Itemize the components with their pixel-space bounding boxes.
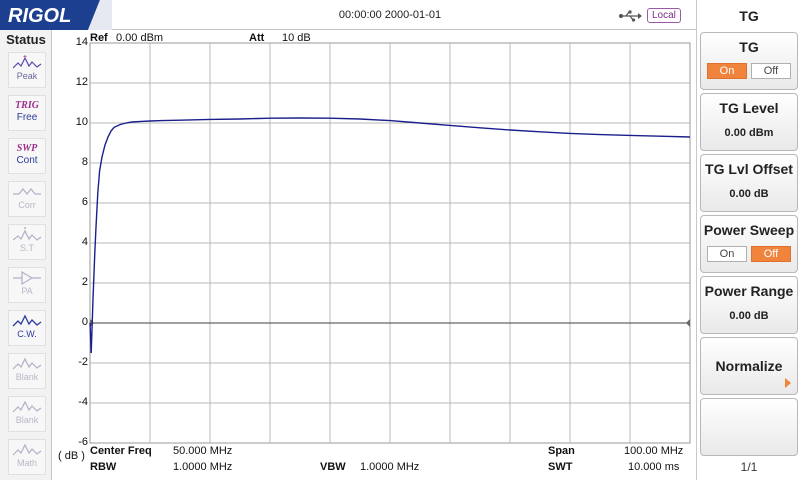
- status-blank-2-label: Blank: [15, 415, 39, 425]
- y-tick-label: 4: [81, 236, 88, 248]
- preamp-icon: [13, 270, 41, 286]
- status-blank-2: Blank: [8, 396, 46, 432]
- status-title: Status: [6, 32, 46, 47]
- tg-level-value: 0.00 dBm: [724, 127, 774, 139]
- ref-value[interactable]: 0.00 dBm: [116, 32, 164, 44]
- y-tick-label: 2: [81, 276, 88, 288]
- power-range-softkey[interactable]: Power Range 0.00 dB: [700, 276, 798, 334]
- status-swp[interactable]: SWP Cont: [8, 138, 46, 174]
- math-wave-icon: [12, 443, 42, 456]
- swt-label: SWT: [548, 461, 573, 473]
- y-tick-label: 14: [75, 36, 88, 48]
- trace-group: [89, 117, 691, 354]
- spectrum-display: Ref 0.00 dBm Att 10 dB 14 12 10 8 6 4 2 0 -2 -4 -6…: [52, 30, 696, 480]
- corr-icon: [13, 188, 41, 195]
- tg-off-option[interactable]: Off: [751, 63, 791, 79]
- status-corr-label: Corr: [18, 200, 36, 210]
- rigol-logo: RIGOL: [0, 0, 112, 30]
- y-tick-label: 8: [81, 156, 88, 168]
- normalize-softkey[interactable]: Normalize: [700, 337, 798, 395]
- center-freq-value[interactable]: 50.000 MHz: [173, 445, 233, 457]
- status-cw[interactable]: C.W.: [8, 310, 46, 346]
- status-trig[interactable]: TRIG Free: [8, 95, 46, 131]
- rbw-value[interactable]: 1.0000 MHz: [173, 461, 233, 473]
- blank-wave-icon: [12, 357, 42, 370]
- y-tick-label: 10: [75, 116, 88, 128]
- status-st-label: S.T: [19, 243, 34, 253]
- status-math-label: Math: [16, 458, 37, 468]
- tg-lvl-offset-value: 0.00 dB: [729, 188, 769, 200]
- empty-softkey[interactable]: [700, 398, 798, 456]
- trig-tag: TRIG: [15, 100, 39, 111]
- rbw-label: RBW: [90, 461, 117, 473]
- tg-label: TG: [739, 39, 759, 55]
- swp-value: Cont: [16, 155, 38, 166]
- local-status-badge: Local: [647, 8, 681, 23]
- att-label: Att: [249, 32, 265, 44]
- vbw-value[interactable]: 1.0000 MHz: [360, 461, 420, 473]
- power-sweep-label: Power Sweep: [703, 222, 795, 238]
- y-tick-label: -2: [78, 356, 88, 368]
- status-peak[interactable]: Peak: [8, 52, 46, 88]
- tg-softkey[interactable]: TG On Off: [700, 32, 798, 90]
- tg-on-option[interactable]: On: [707, 63, 747, 79]
- swp-tag: SWP: [16, 143, 38, 154]
- power-sweep-on-option[interactable]: On: [707, 246, 747, 262]
- trace-line-1: [89, 117, 691, 354]
- status-pa-label: PA: [21, 286, 33, 296]
- brand-text: RIGOL: [8, 5, 71, 27]
- trig-value: Free: [16, 112, 38, 123]
- status-st: S.T: [8, 224, 46, 260]
- att-value[interactable]: 10 dB: [282, 32, 311, 44]
- y-tick-label: 12: [75, 76, 88, 88]
- status-math: Math: [8, 439, 46, 475]
- y-tick-label: 6: [81, 196, 88, 208]
- menu-title: TG: [739, 8, 759, 24]
- status-panel: Status Peak TRIG Free SWP Cont Corr S.T …: [0, 30, 52, 480]
- usb-icon: [619, 10, 642, 22]
- cw-wave-icon: [12, 314, 42, 327]
- status-blank-1-label: Blank: [15, 372, 39, 382]
- peak-wave-icon: [12, 55, 42, 69]
- spectrum-chart[interactable]: [52, 30, 696, 480]
- tg-level-softkey[interactable]: TG Level 0.00 dBm: [700, 93, 798, 151]
- signal-track-icon: [12, 227, 42, 241]
- vbw-label: VBW: [320, 461, 346, 473]
- y-tick-label: 0: [81, 316, 88, 328]
- power-range-value: 0.00 dB: [729, 310, 769, 322]
- power-sweep-softkey[interactable]: Power Sweep On Off: [700, 215, 798, 273]
- tg-toggle[interactable]: On Off: [707, 63, 791, 79]
- power-sweep-off-option[interactable]: Off: [751, 246, 791, 262]
- swt-value[interactable]: 10.000 ms: [628, 461, 680, 473]
- center-freq-label: Center Freq: [90, 445, 152, 457]
- tg-level-label: TG Level: [719, 100, 779, 116]
- status-pa: PA: [8, 267, 46, 303]
- status-peak-label: Peak: [16, 71, 38, 81]
- status-blank-1: Blank: [8, 353, 46, 389]
- y-unit-label: ( dB ): [58, 450, 85, 462]
- blank-wave-icon: [12, 400, 42, 413]
- ref-label: Ref: [90, 32, 108, 44]
- power-sweep-toggle[interactable]: On Off: [707, 246, 791, 262]
- datetime-display: 00:00:00 2000-01-01: [338, 9, 442, 21]
- span-label: Span: [548, 445, 575, 457]
- reference-marker-right: [686, 319, 690, 327]
- tg-lvl-offset-label: TG Lvl Offset: [705, 161, 793, 177]
- tg-lvl-offset-softkey[interactable]: TG Lvl Offset 0.00 dB: [700, 154, 798, 212]
- menu-page-indicator: 1/1: [740, 460, 758, 474]
- span-value[interactable]: 100.00 MHz: [624, 445, 684, 457]
- y-tick-label: -6: [78, 436, 88, 448]
- y-tick-label: -4: [78, 396, 88, 408]
- top-bar: RIGOL 00:00:00 2000-01-01 Local: [0, 0, 696, 30]
- plot-grid: [89, 42, 691, 444]
- status-corr: Corr: [8, 181, 46, 217]
- softkey-menu: TG TG On Off TG Level 0.00 dBm TG Lvl Of…: [696, 0, 800, 480]
- status-cw-label: C.W.: [17, 329, 37, 339]
- power-range-label: Power Range: [704, 283, 794, 299]
- submenu-arrow-icon: [785, 378, 791, 388]
- normalize-label: Normalize: [715, 358, 783, 374]
